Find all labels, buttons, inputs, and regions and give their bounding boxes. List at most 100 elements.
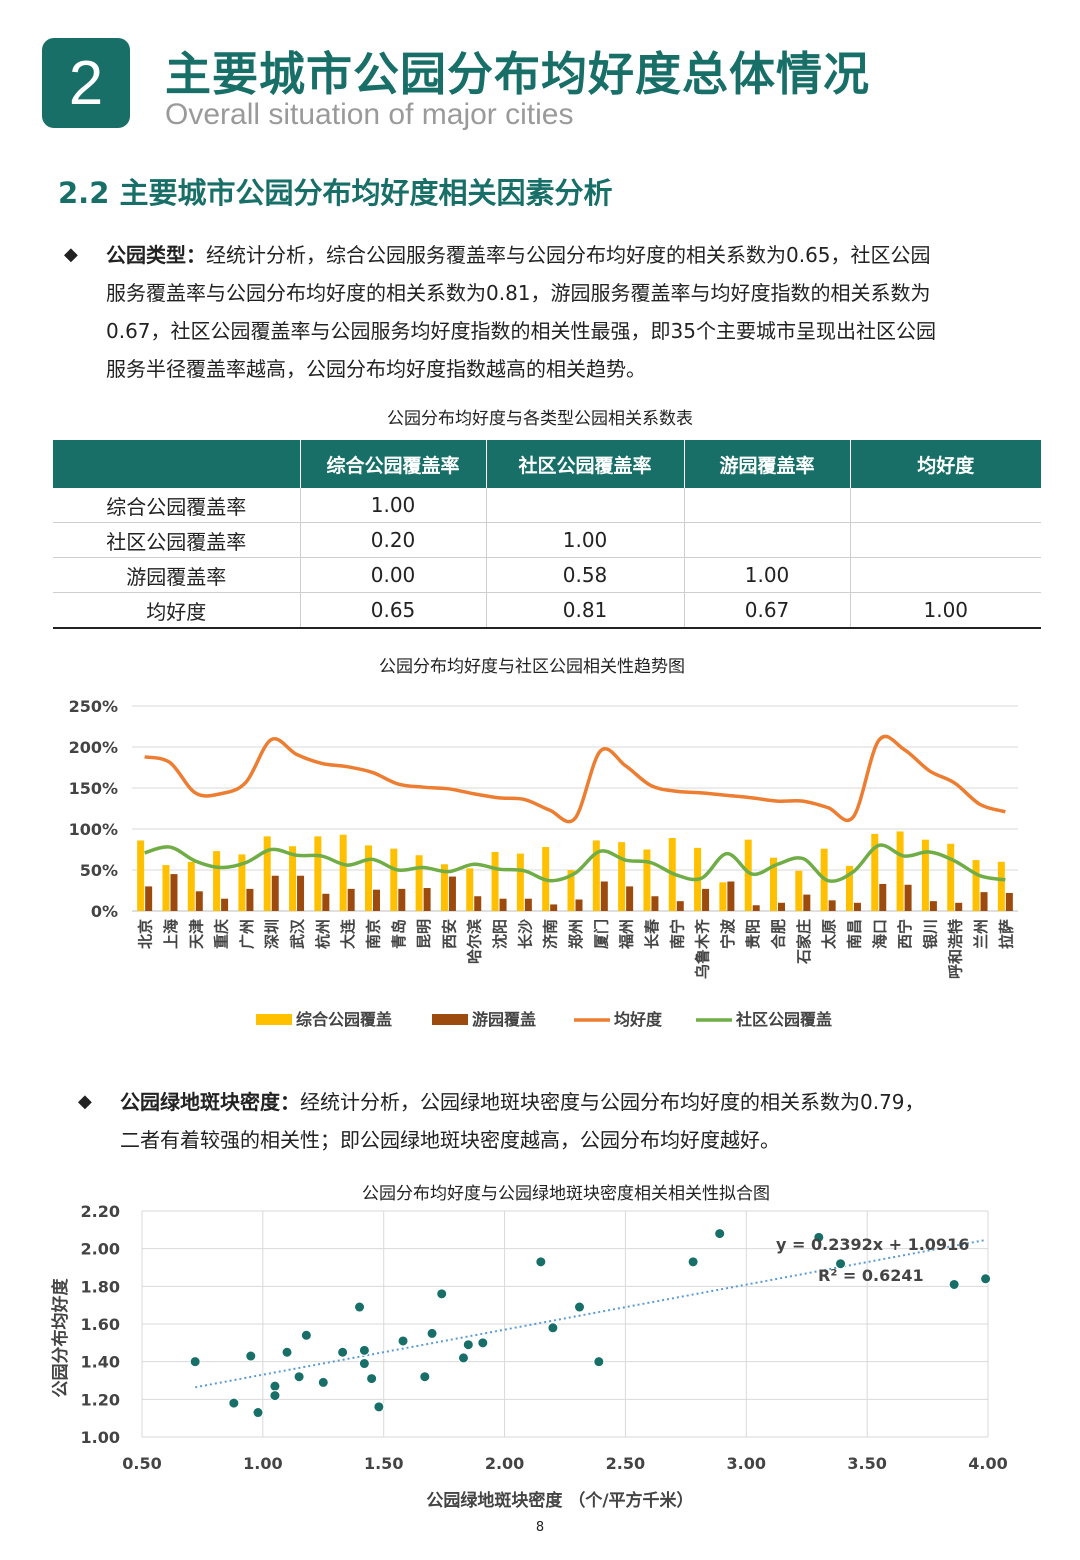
bar-general-park bbox=[795, 870, 803, 911]
scatter-point bbox=[462, 1339, 474, 1351]
bar-garden-park bbox=[499, 898, 507, 911]
x-tick-label: 厦门 bbox=[592, 919, 610, 949]
bar-general-park bbox=[162, 865, 170, 911]
bar-general-park bbox=[314, 836, 322, 911]
x-tick-label: 南京 bbox=[364, 919, 382, 949]
x-tick-label: 银川 bbox=[921, 919, 939, 949]
bullet-icon: ◆ bbox=[78, 1091, 92, 1112]
x-tick-label: 南昌 bbox=[845, 919, 863, 949]
scatter-fit-chart: 公园分布均好度与公园绿地斑块密度相关相关性拟合图 0.50 1.00 1.50 2.0… bbox=[50, 1184, 1008, 1511]
bar-general-park bbox=[213, 851, 221, 911]
x-tick-label: 长沙 bbox=[516, 919, 534, 949]
x-tick-label: 广州 bbox=[238, 919, 256, 949]
legend-swatch bbox=[256, 1014, 292, 1025]
scatter-point bbox=[593, 1356, 605, 1368]
bar-garden-park bbox=[448, 876, 456, 911]
x-tick-label: 2.50 bbox=[606, 1454, 645, 1473]
page-title: 主要城市公园分布均好度总体情况 bbox=[165, 47, 870, 101]
bar-garden-park bbox=[297, 875, 305, 911]
y-tick-label: 1.20 bbox=[81, 1390, 120, 1409]
scatter-point bbox=[269, 1380, 281, 1392]
y-axis-label: 公园分布均好度 bbox=[50, 1278, 71, 1398]
x-tick-label: 济南 bbox=[542, 919, 560, 949]
bar-garden-park bbox=[651, 896, 659, 911]
paragraph-line: 经统计分析，综合公园服务覆盖率与公园分布均好度的相关系数为0.65，社区公园 bbox=[206, 243, 931, 267]
y-tick-label: 250% bbox=[69, 697, 118, 716]
paragraph-patch-density: ◆ 公园绿地斑块密度：经统计分析，公园绿地斑块密度与公园分布均好度的相关系数为0… bbox=[78, 1083, 1058, 1159]
table-header-cell: 游园覆盖率 bbox=[684, 440, 851, 488]
bar-general-park bbox=[972, 860, 980, 911]
scatter-point bbox=[293, 1371, 305, 1383]
scatter-point bbox=[228, 1397, 240, 1409]
bar-general-park bbox=[744, 839, 752, 911]
bar-garden-park bbox=[271, 875, 279, 911]
bar-garden-park bbox=[372, 889, 380, 911]
bar-garden-park bbox=[702, 888, 710, 911]
y-tick-label: 1.40 bbox=[81, 1353, 120, 1372]
x-tick-label: 深圳 bbox=[263, 919, 281, 949]
scatter-point bbox=[358, 1358, 370, 1370]
scatter-point bbox=[397, 1335, 409, 1347]
bar-general-park bbox=[289, 846, 297, 911]
bar-general-park bbox=[592, 840, 600, 911]
scatter-point bbox=[189, 1356, 201, 1368]
x-tick-label: 石家庄 bbox=[795, 919, 813, 965]
table-cell bbox=[684, 488, 851, 523]
x-tick-label: 昆明 bbox=[415, 919, 433, 949]
bar-garden-park bbox=[879, 883, 887, 911]
bar-general-park bbox=[719, 882, 727, 911]
scatter-point bbox=[535, 1256, 547, 1268]
x-tick-label: 长春 bbox=[643, 919, 661, 949]
x-tick-label: 大连 bbox=[339, 918, 357, 949]
scatter-point bbox=[281, 1346, 293, 1358]
x-tick-label: 3.00 bbox=[727, 1454, 766, 1473]
bullet-icon: ◆ bbox=[64, 244, 78, 265]
bar-garden-park bbox=[600, 881, 608, 911]
table-cell bbox=[684, 522, 851, 558]
table-cell: 1.00 bbox=[684, 557, 851, 593]
bar-garden-park bbox=[550, 904, 558, 911]
x-tick-label: 0.50 bbox=[122, 1454, 161, 1473]
bar-general-park bbox=[997, 861, 1005, 911]
bar-general-park bbox=[364, 845, 372, 911]
bar-garden-park bbox=[145, 886, 153, 911]
scatter-point bbox=[436, 1288, 448, 1300]
table-cell: 0.00 bbox=[300, 557, 487, 593]
paragraph-line: 服务半径覆盖率越高，公园分布均好度指数越高的相关趋势。 bbox=[106, 357, 646, 381]
paragraph-label: 公园类型： bbox=[106, 243, 206, 267]
bar-garden-park bbox=[246, 888, 254, 911]
scatter-point bbox=[980, 1273, 992, 1285]
line-balance-index bbox=[144, 734, 1006, 824]
bar-garden-park bbox=[170, 874, 178, 911]
legend-label: 均好度 bbox=[614, 1010, 663, 1029]
x-tick-label: 青岛 bbox=[390, 919, 408, 949]
bar-general-park bbox=[415, 855, 423, 911]
bar-general-park bbox=[896, 831, 904, 911]
scatter-point bbox=[269, 1390, 281, 1402]
bar-general-park bbox=[187, 861, 195, 911]
scatter-point bbox=[457, 1352, 469, 1364]
table-header-cell: 综合公园覆盖率 bbox=[300, 440, 487, 488]
x-tick-label: 1.00 bbox=[243, 1454, 282, 1473]
table-row: 游园覆盖率 0.00 0.58 1.00 bbox=[53, 557, 1041, 593]
x-tick-label: 西宁 bbox=[896, 919, 914, 949]
scatter-point bbox=[300, 1329, 312, 1341]
bar-garden-park bbox=[727, 881, 735, 911]
bar-general-park bbox=[516, 853, 524, 911]
bar-garden-park bbox=[904, 884, 912, 911]
y-tick-label: 2.20 bbox=[81, 1202, 120, 1221]
bar-general-park bbox=[137, 840, 145, 911]
x-tick-label: 拉萨 bbox=[997, 919, 1015, 949]
paragraph-line: 二者有着较强的相关性；即公园绿地斑块密度越高，公园分布均好度越好。 bbox=[120, 1128, 780, 1152]
bar-general-park bbox=[491, 851, 499, 911]
bar-garden-park bbox=[929, 901, 937, 911]
scatter-point bbox=[252, 1407, 264, 1419]
y-tick-label: 50% bbox=[80, 861, 118, 880]
x-tick-label: 呼和浩特 bbox=[947, 919, 965, 979]
y-tick-label: 200% bbox=[69, 738, 118, 757]
x-tick-label: 宁波 bbox=[719, 918, 737, 949]
scatter-point bbox=[813, 1231, 825, 1243]
bar-garden-park bbox=[803, 894, 811, 911]
paragraph-label: 公园绿地斑块密度： bbox=[120, 1090, 300, 1114]
scatter-point bbox=[477, 1337, 489, 1349]
